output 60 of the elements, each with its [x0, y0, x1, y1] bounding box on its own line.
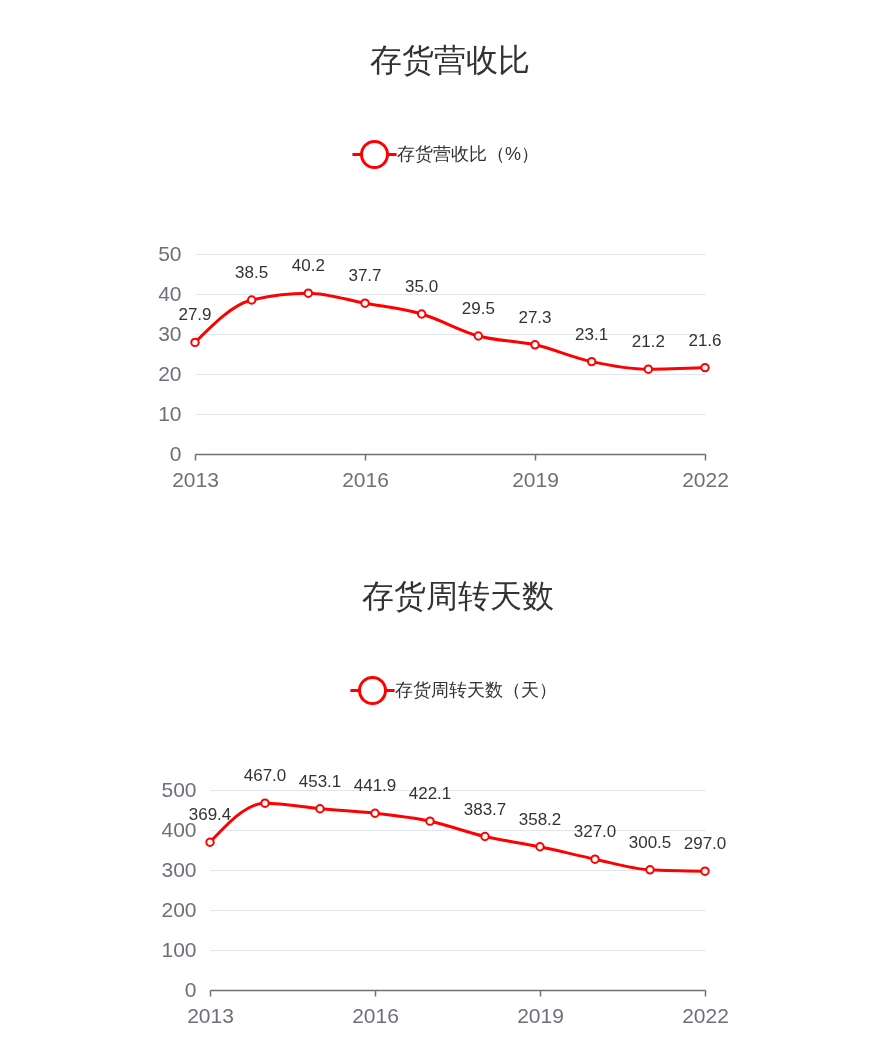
- data-label: 35.0: [405, 277, 439, 296]
- data-label: 441.9: [353, 776, 397, 796]
- chart-title: 存货周转天数: [361, 578, 554, 614]
- point: [425, 816, 435, 826]
- x-tick-label: 2022: [682, 1003, 729, 1027]
- x-tick-label: 2022: [682, 467, 729, 491]
- point: [645, 865, 655, 875]
- x-tick-label: 2019: [517, 1003, 564, 1027]
- y-tick-label: 300: [161, 857, 197, 881]
- data-label: 422.1: [408, 784, 452, 804]
- data-label: 327.0: [573, 822, 617, 842]
- x-tick-label: 2013: [187, 1003, 234, 1027]
- y-tick-label: 500: [161, 777, 197, 801]
- data-label: 383.7: [463, 799, 507, 819]
- point: [530, 340, 540, 350]
- data-label: 37.7: [348, 266, 382, 286]
- point: [586, 356, 597, 367]
- point: [190, 337, 200, 348]
- data-label: 21.2: [631, 332, 665, 352]
- data-label: 27.3: [518, 307, 552, 327]
- y-tick-label: 20: [158, 361, 182, 385]
- y-tick-label: 0: [169, 441, 182, 465]
- legend-label: 存货营收比（%）: [397, 143, 540, 164]
- data-label: 358.2: [518, 809, 562, 829]
- legend-label: 存货周转天数（天）: [395, 679, 557, 700]
- point: [473, 331, 484, 341]
- point: [205, 837, 215, 847]
- point: [535, 842, 545, 852]
- y-tick-label: 40: [158, 281, 182, 305]
- point: [303, 288, 314, 298]
- data-label: 38.5: [235, 263, 269, 282]
- x-tick-label: 2019: [512, 467, 559, 491]
- data-label: 23.1: [575, 324, 609, 344]
- data-label: 21.6: [688, 330, 722, 350]
- point: [590, 854, 600, 864]
- data-label: 453.1: [298, 771, 342, 791]
- data-label: 467.0: [243, 766, 287, 786]
- point: [370, 808, 380, 818]
- y-tick-label: 10: [158, 401, 182, 425]
- data-label: 29.5: [461, 299, 495, 318]
- point: [416, 309, 427, 319]
- x-tick-label: 2016: [342, 467, 389, 491]
- point: [480, 831, 490, 842]
- y-tick-label: 100: [161, 937, 197, 961]
- point: [643, 364, 654, 374]
- x-tick-label: 2016: [352, 1003, 399, 1027]
- x-tick-label: 2013: [172, 467, 219, 491]
- point: [360, 298, 370, 308]
- chart-title: 存货营收比: [370, 42, 530, 78]
- data-label: 40.2: [291, 256, 325, 276]
- y-tick-label: 50: [158, 241, 182, 265]
- point: [260, 798, 270, 808]
- point: [315, 804, 325, 814]
- point: [246, 295, 257, 305]
- data-label: 300.5: [628, 832, 672, 852]
- y-tick-label: 0: [184, 977, 197, 1001]
- data-label: 297.0: [683, 834, 727, 854]
- point: [700, 866, 710, 876]
- y-tick-label: 200: [161, 897, 197, 921]
- point: [700, 362, 710, 373]
